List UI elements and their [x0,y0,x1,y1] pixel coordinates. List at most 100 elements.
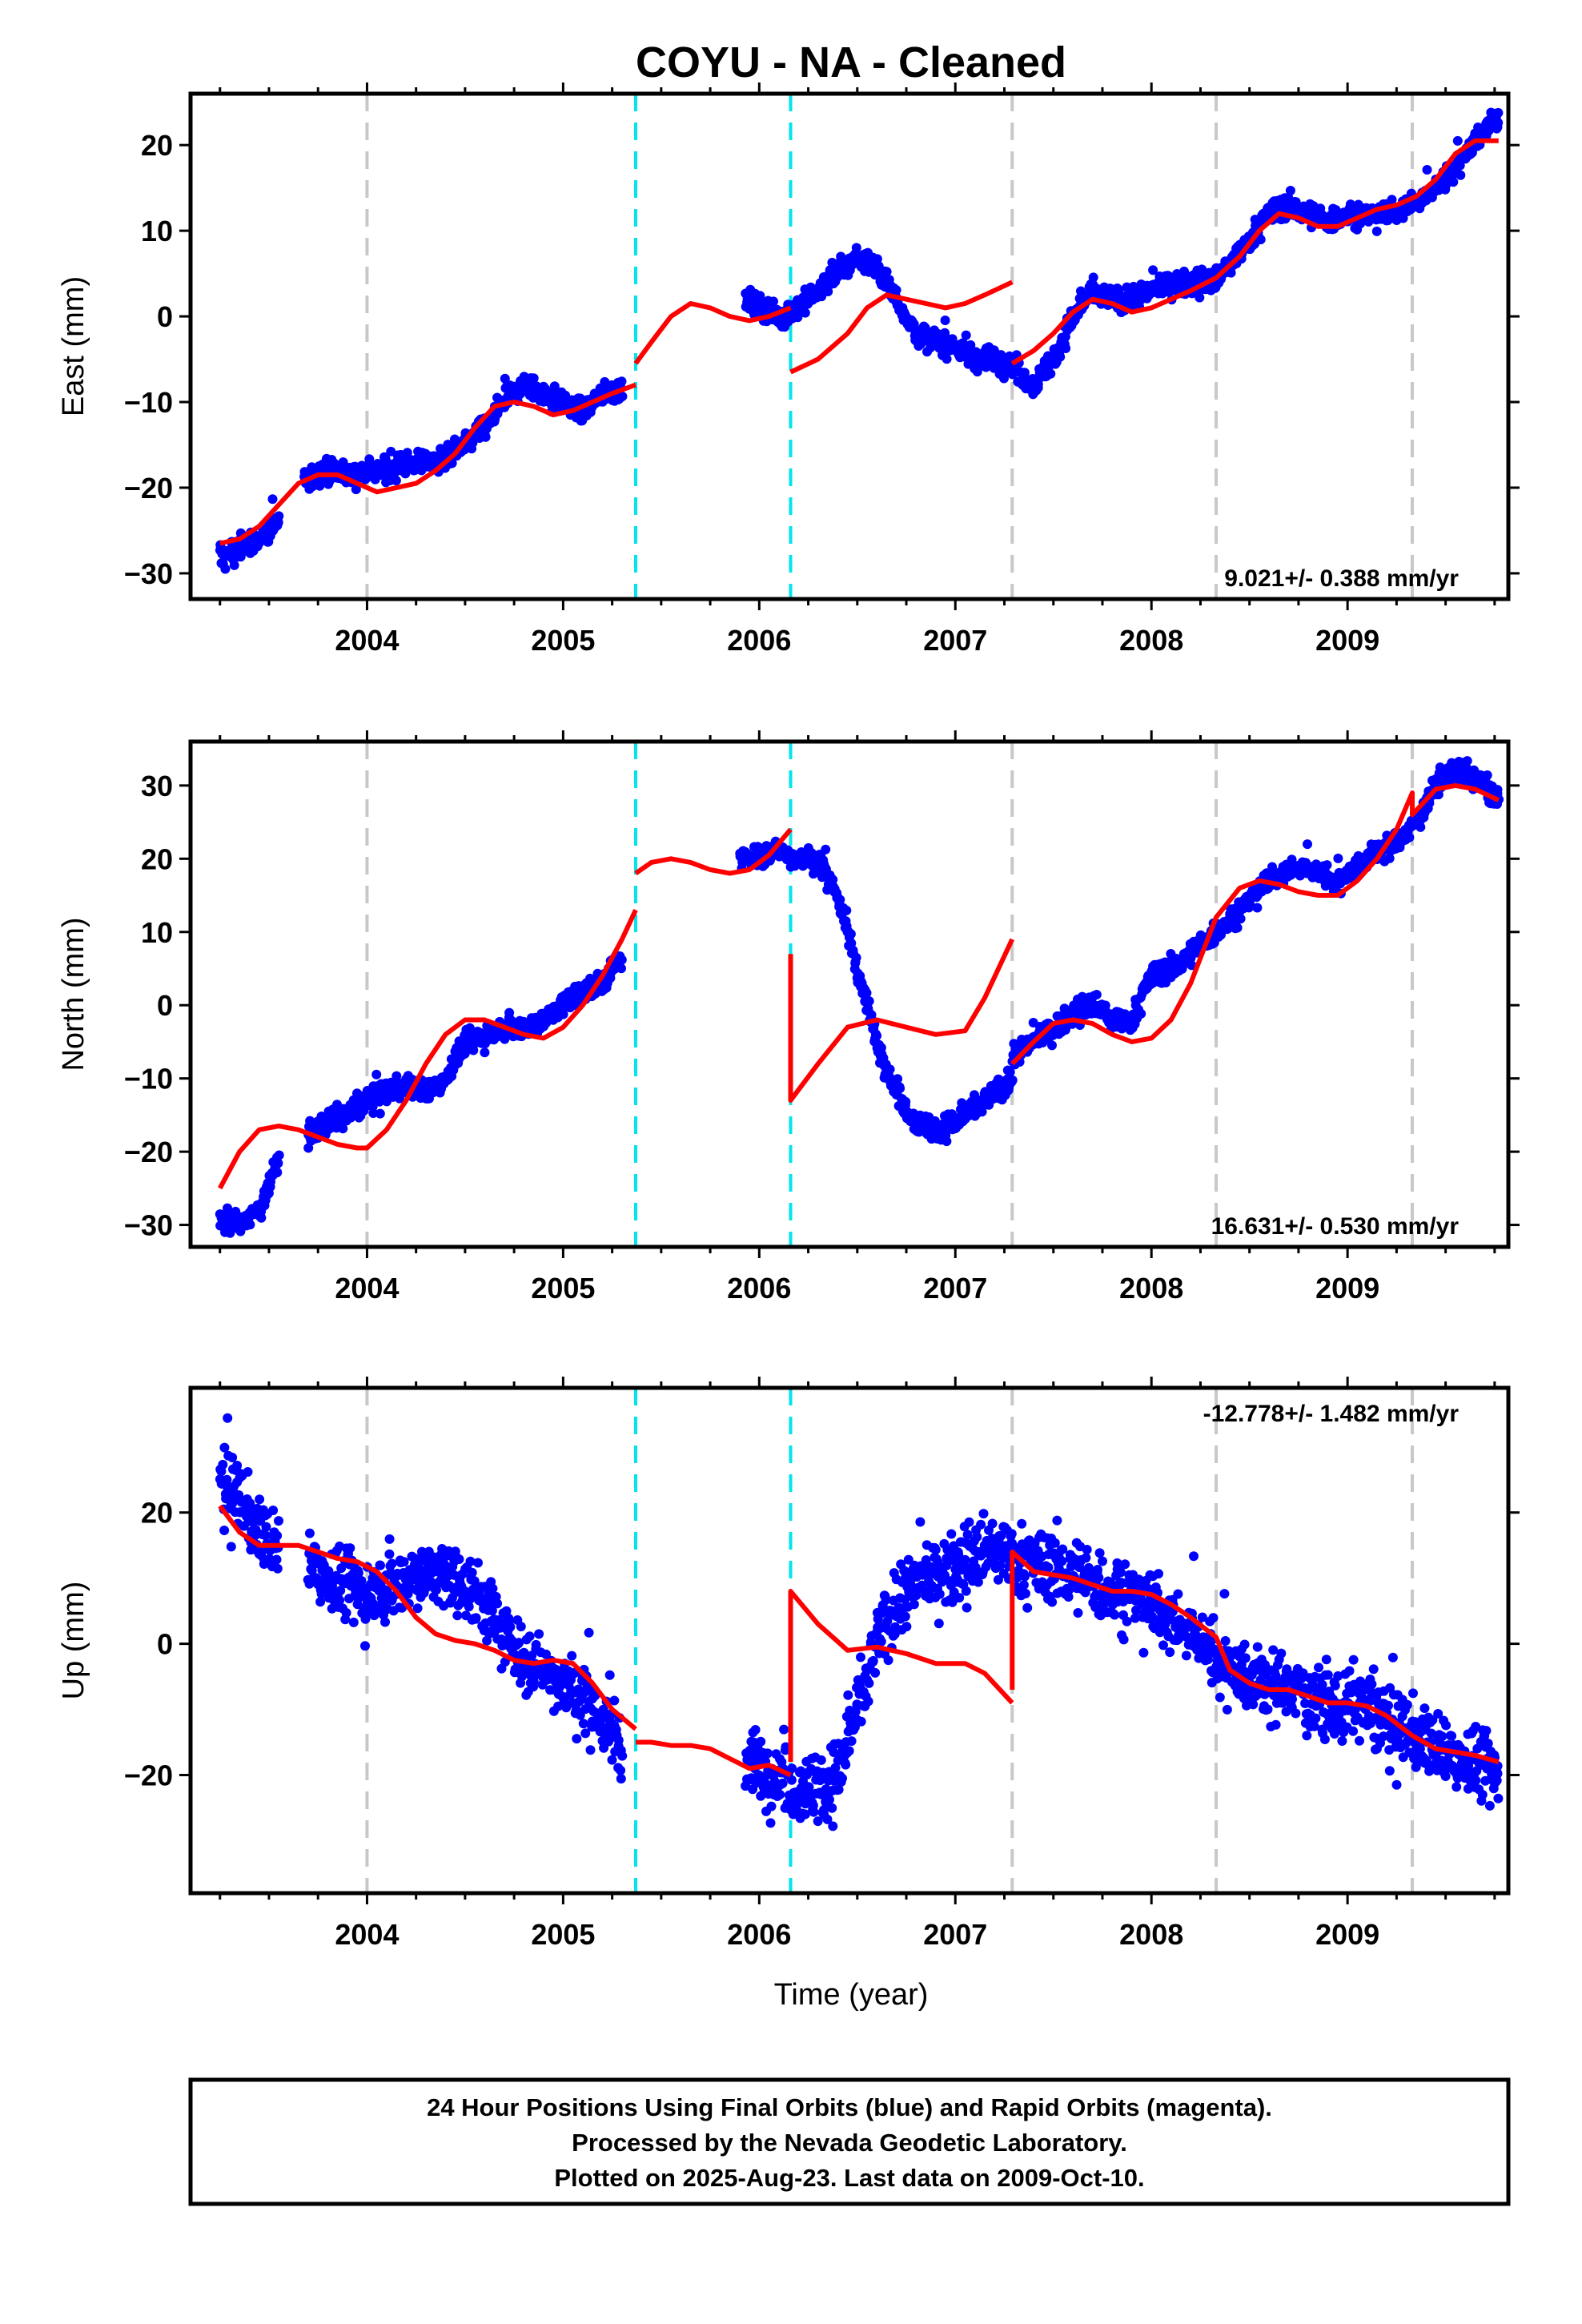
data-point [961,330,971,340]
data-point [528,1677,539,1687]
data-point [1371,226,1382,236]
model-line [1010,138,1499,366]
data-point [353,1568,363,1578]
data-point [273,1158,283,1168]
data-point [851,952,861,963]
data-point [567,1651,577,1661]
model-line [219,382,637,546]
model-line [218,909,638,1190]
x-tick-label: 2004 [335,624,399,657]
data-point [1255,235,1266,245]
chart-title: COYU - NA - Cleaned [636,38,1066,86]
data-point [553,1701,564,1711]
data-point [828,1821,838,1831]
data-point [345,1543,355,1554]
data-point [850,1707,861,1717]
data-point [1195,292,1205,303]
data-point [864,996,874,1007]
data-point [841,905,852,915]
data-point [229,560,239,570]
data-point [356,1576,367,1586]
x-tick-label: 2008 [1119,624,1183,657]
data-point [775,1789,785,1799]
data-point [1223,923,1234,934]
data-point [756,1736,766,1747]
data-point [616,963,626,974]
data-point [243,1467,253,1477]
data-point [856,1716,866,1727]
data-point [845,929,856,939]
data-point [828,875,838,885]
data-point [856,1652,865,1663]
data-point [616,1765,626,1775]
data-point [375,1108,385,1119]
data-point [940,316,950,325]
data-point [822,1814,833,1824]
data-point [255,1494,265,1505]
data-point [501,1606,512,1616]
data-point [837,1773,847,1783]
data-point [492,1598,503,1609]
data-point [1136,1008,1146,1019]
data-point [613,1735,624,1745]
data-point [261,1522,271,1532]
data-point [1245,899,1255,909]
data-point [219,1442,230,1453]
x-tick-label: 2009 [1315,1272,1379,1305]
data-point [1355,219,1366,229]
data-point [351,485,361,495]
y-axis-label: East (mm) [57,276,90,416]
data-point [800,308,810,318]
data-point [1404,832,1415,842]
data-point [1422,165,1432,175]
data-point [1046,368,1056,379]
data-point [391,476,401,486]
data-point [1333,853,1343,863]
x-tick-label: 2004 [335,1272,399,1305]
x-tick-label: 2006 [727,624,791,657]
data-point [578,1719,588,1729]
data-point [531,1639,541,1650]
data-point [222,1474,232,1485]
data-point [1232,923,1243,933]
data-point [885,1064,895,1075]
data-point [304,1528,315,1538]
x-tick-label: 2005 [531,624,595,657]
data-point [934,1618,944,1629]
data-point [1387,195,1397,205]
data-point [616,376,627,387]
data-point [272,1530,283,1541]
data-point [1452,135,1463,146]
data-point [391,1071,402,1081]
x-tick-label: 2007 [923,1272,987,1305]
data-point [881,267,892,277]
data-point [315,1597,326,1607]
data-point [375,1560,385,1570]
data-point [227,1453,238,1462]
data-point [870,1667,881,1678]
data-point [861,987,872,998]
data-point [900,1594,910,1605]
data-point [844,1746,854,1756]
data-point [226,1542,236,1552]
data-point [1384,853,1395,863]
data-point [1456,170,1466,180]
data-point [260,1530,271,1541]
data-point [274,1150,284,1160]
data-point [786,1775,797,1785]
data-point [1007,1075,1018,1085]
data-point [883,1655,893,1666]
data-point [766,1801,777,1811]
data-point [607,1755,617,1765]
data-point [464,1602,474,1612]
data-point [900,1611,910,1622]
data-point [942,354,952,364]
y-tick-label: −20 [124,472,173,505]
data-point [1055,352,1066,362]
data-point [1047,1040,1057,1051]
data-point [218,1459,228,1470]
data-point [609,1695,620,1706]
data-point [572,1734,582,1744]
